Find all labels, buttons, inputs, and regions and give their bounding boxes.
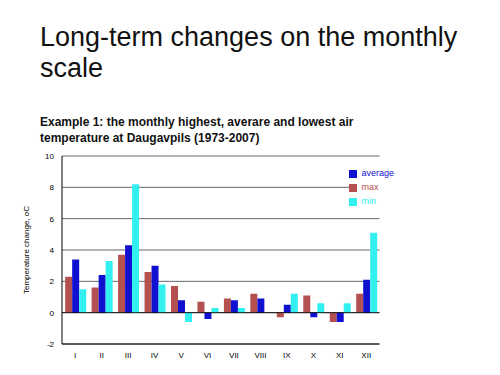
html-text:Example 1: the monthly highest: Example 1: the monthly highest, averare … [40, 115, 354, 145]
svg-text:X: X [311, 351, 317, 360]
svg-text:4: 4 [50, 246, 55, 255]
svg-text:XII: XII [361, 351, 371, 360]
html-text:max: max [361, 182, 379, 192]
svg-text:IV: IV [151, 351, 159, 360]
svg-text:6: 6 [50, 215, 55, 224]
svg-text:III: III [125, 351, 132, 360]
svg-text:XI: XI [336, 351, 344, 360]
svg-text:-2: -2 [47, 340, 55, 349]
html-text:min: min [361, 196, 376, 206]
html-text:average: average [361, 168, 394, 178]
svg-text:VII: VII [229, 351, 239, 360]
svg-text:V: V [178, 351, 184, 360]
svg-text:VIII: VIII [254, 351, 266, 360]
svg-text:2: 2 [50, 277, 55, 286]
svg-text:8: 8 [50, 183, 55, 192]
svg-text:II: II [99, 351, 103, 360]
svg-text:VI: VI [204, 351, 212, 360]
svg-text:10: 10 [45, 152, 54, 161]
svg-text:I: I [74, 351, 76, 360]
svg-text:IX: IX [283, 351, 291, 360]
svg-text:Temperature change, oC: Temperature change, oC [22, 206, 31, 294]
svg-text:0: 0 [50, 309, 55, 318]
html-text:Long-term changes on the month: Long-term changes on the monthly scale [40, 22, 458, 83]
